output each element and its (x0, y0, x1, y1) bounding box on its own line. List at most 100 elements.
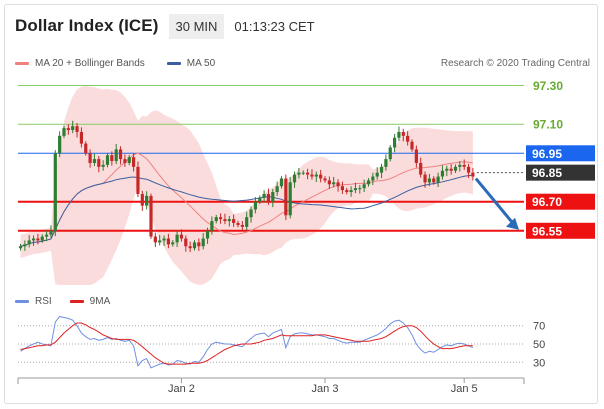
candle-body (445, 168, 449, 171)
candle-body (345, 190, 349, 193)
candle-body (240, 224, 244, 227)
rsi-layer: 70 50 30 (18, 316, 545, 369)
candle-body (58, 135, 62, 154)
candle-body (462, 164, 466, 167)
ma50-swatch (166, 62, 181, 65)
candle-body (397, 131, 401, 138)
candle-body (332, 182, 336, 185)
level-lines-layer (18, 84, 524, 232)
rsi-legend-label: RSI (35, 296, 52, 307)
candle-body (306, 172, 310, 175)
ma50-line (20, 174, 473, 247)
candle-body (436, 176, 440, 183)
bollinger-swatch (15, 62, 29, 65)
candle-body (384, 159, 388, 167)
candle-body (145, 195, 149, 206)
candle-body (271, 192, 275, 202)
moving-average-layer (20, 152, 474, 247)
candle-body (393, 137, 397, 148)
level-tag-96.95: 96.95 (532, 147, 562, 161)
level-tag-97.10: 97.10 (533, 118, 563, 132)
candle-body (401, 131, 405, 136)
candle-body (410, 141, 414, 150)
candle-body (75, 126, 79, 132)
candle-body (301, 172, 305, 174)
candle-body (179, 234, 184, 239)
candle-body (71, 126, 75, 131)
candle-body (232, 219, 236, 224)
candle-body (162, 238, 166, 241)
timeframe-badge[interactable]: 30 MIN (168, 13, 225, 39)
rsi-series-RSI (20, 316, 474, 369)
candle-body (388, 147, 392, 160)
candle-body (284, 178, 288, 216)
candle-body (358, 188, 362, 190)
candle-body (201, 238, 205, 247)
candle-body (453, 166, 458, 171)
candle-body (340, 186, 344, 191)
time-axis-label: Jan 3 (312, 383, 339, 395)
candle-body (114, 149, 118, 162)
candle-body (53, 153, 57, 231)
legend-item-9ma: 9MA (69, 296, 111, 307)
candle-body (118, 149, 123, 160)
rsi-legend: RSI 9MA (15, 296, 128, 307)
candle-body (314, 174, 318, 177)
candle-body (362, 184, 366, 189)
level-tag-bg-96.70 (526, 193, 595, 210)
candle-body (210, 221, 214, 231)
candle-body (432, 178, 436, 183)
price-legend: MA 20 + Bollinger Bands MA 50 (15, 58, 237, 69)
bollinger-band-area (20, 85, 473, 286)
candle-body (375, 172, 379, 177)
candle-body (249, 209, 253, 218)
candle-body (366, 180, 371, 185)
candle-body (336, 182, 340, 187)
candle-body (97, 159, 101, 167)
candle-body (219, 217, 223, 220)
candle-body (414, 149, 418, 163)
ma9-legend-label: 9MA (89, 296, 111, 307)
projection-arrow-line (474, 177, 517, 227)
level-tag-96.55: 96.55 (532, 224, 562, 238)
ma50-legend-label: MA 50 (186, 58, 216, 69)
candle-body (66, 128, 70, 131)
candle-body (262, 193, 266, 198)
candle-body (297, 172, 301, 175)
candle-body (205, 230, 210, 239)
candle-body (166, 238, 170, 245)
candle-body (214, 217, 218, 222)
candle-body (423, 174, 427, 183)
level-tag-97.30: 97.30 (533, 79, 563, 93)
candle-body (253, 201, 257, 210)
candle-body (171, 242, 175, 245)
candle-body (62, 128, 66, 136)
candle-body (440, 170, 445, 177)
candle-body (419, 162, 423, 175)
level-tag-96.85: 96.85 (532, 166, 562, 180)
candle-body (149, 195, 153, 237)
candle-body (105, 155, 110, 165)
candle-body (188, 246, 192, 249)
time-axis-label: Jan 2 (168, 383, 195, 395)
candle-body (279, 178, 284, 187)
candle-body (406, 135, 410, 142)
level-tags-layer: 97.30 97.10 96.95 96.85 96.70 96.55 (526, 79, 595, 239)
candle-body (45, 234, 49, 237)
candle-body (449, 168, 453, 171)
candle-body (327, 180, 331, 185)
legend-item-bollinger: MA 20 + Bollinger Bands (15, 58, 145, 69)
rsi-level-label-70: 70 (533, 321, 545, 333)
projection-layer (474, 177, 519, 230)
candle-body (197, 242, 201, 247)
candle-body (184, 238, 188, 247)
instrument-title: Dollar Index (ICE) (15, 16, 159, 35)
candle-body (127, 157, 131, 163)
candle-body (136, 166, 140, 194)
candle-body (466, 166, 471, 173)
candle-body (323, 178, 327, 181)
time-axis-label: Jan 5 (451, 383, 478, 395)
ma9-swatch (69, 300, 84, 303)
candle-body (158, 240, 162, 243)
